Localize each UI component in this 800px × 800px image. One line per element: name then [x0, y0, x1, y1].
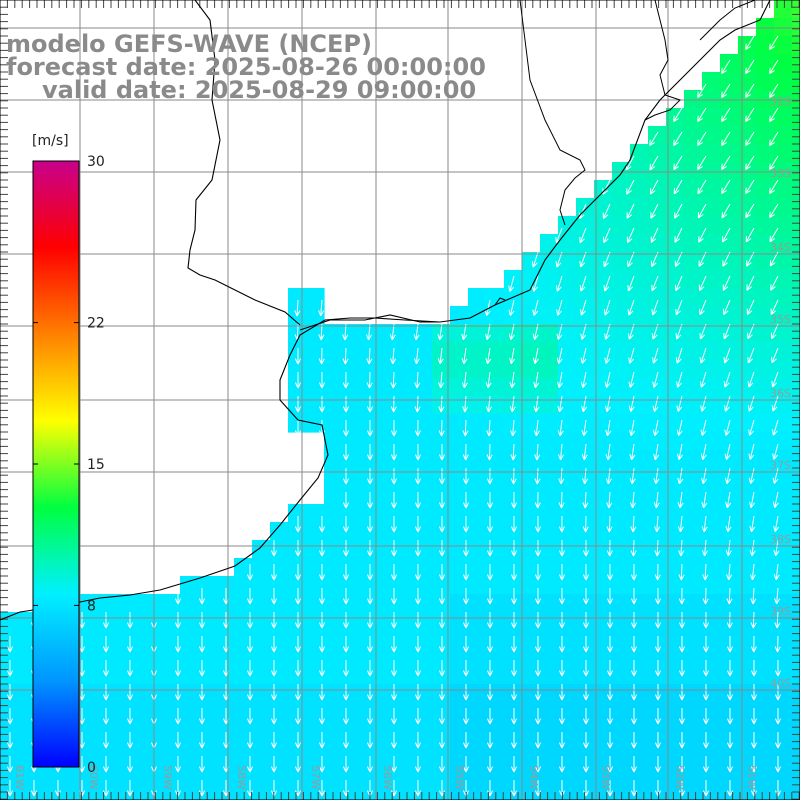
coastline: [0, 0, 771, 621]
colorbar-tick-label: 22: [87, 316, 105, 332]
colorbar-gradient: [32, 160, 80, 768]
lon-label: 59W: [161, 765, 174, 790]
lon-label: 52W: [673, 765, 686, 790]
colorbar-tick-label: 30: [87, 154, 105, 170]
lat-label: 36S: [770, 387, 791, 400]
lat-label: 35S: [770, 313, 791, 326]
graticule-labels: 32S 33S 34S 35S 36S 37S 38S 39S 40S 61W 60W 59W 58W 5…: [13, 95, 791, 790]
colorbar-tick-label: 15: [87, 457, 105, 473]
colorbar-tick-label: 0: [87, 760, 96, 776]
wind-vectors: [6, 35, 782, 797]
lon-label: 55W: [453, 765, 466, 790]
lat-label: 34S: [770, 241, 791, 254]
lon-label: 61W: [13, 765, 26, 790]
lon-label: 58W: [235, 765, 248, 790]
lat-label: 38S: [770, 533, 791, 546]
lat-label: 40S: [770, 677, 791, 690]
lat-label: 32S: [770, 95, 791, 108]
colorbar-units: [m/s]: [32, 133, 69, 149]
valid-date: valid date: 2025-08-29 09:00:00: [42, 76, 477, 104]
lon-label: 51W: [745, 765, 758, 790]
lon-label: 53W: [599, 765, 612, 790]
colorbar-tick-label: 8: [87, 598, 96, 614]
lat-label: 39S: [770, 605, 791, 618]
colorbar: 30 22 15 8 0: [32, 154, 105, 776]
model-title: modelo GEFS-WAVE (NCEP): [6, 30, 372, 58]
lat-label: 33S: [770, 167, 791, 180]
lon-label: 57W: [309, 765, 322, 790]
lon-label: 54W: [527, 765, 540, 790]
lat-label: 37S: [770, 459, 791, 472]
lon-label: 56W: [381, 765, 394, 790]
lon-label: 60W: [87, 765, 100, 790]
forecast-date: forecast date: 2025-08-26 00:00:00: [6, 53, 486, 81]
